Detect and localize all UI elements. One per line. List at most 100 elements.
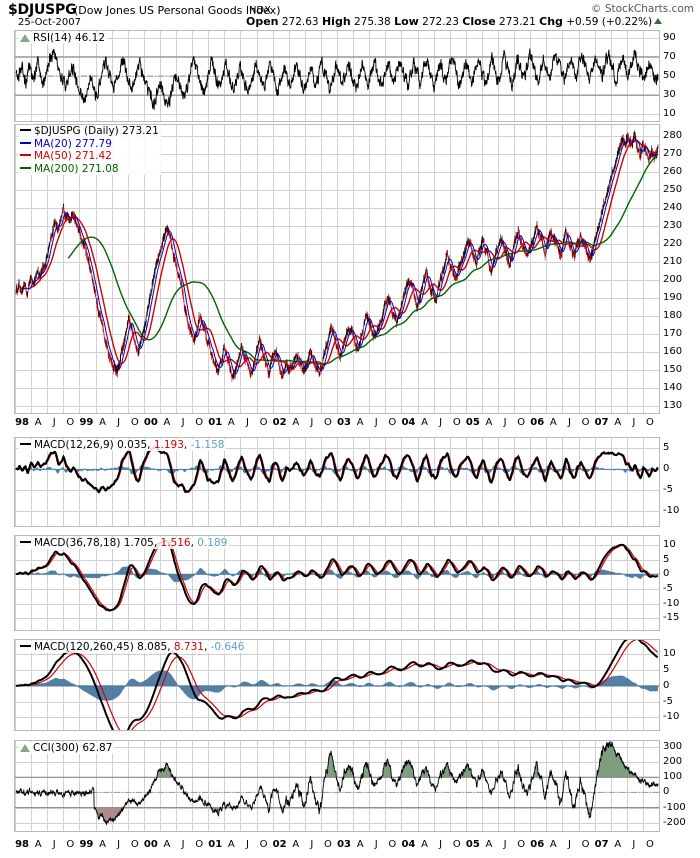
legend-macd-hist: 0.189 (197, 537, 228, 549)
y-axis-macd_fast: 5 0 -5 -10 (663, 437, 700, 527)
x-tick-label: O (66, 839, 75, 850)
open-label: Open (246, 15, 279, 28)
mountain-icon (20, 744, 30, 752)
x-tick-label: 05 (465, 839, 480, 850)
y-tick-label: 5 (663, 442, 670, 454)
x-tick-label: O (195, 417, 204, 428)
x-tick-label: J (310, 417, 314, 428)
x-tick-label: O (452, 417, 461, 428)
x-tick-label: 00 (143, 417, 158, 428)
y-tick-label: 260 (663, 165, 683, 177)
x-tick-label: A (549, 417, 557, 428)
y-tick-label: -200 (663, 816, 686, 828)
x-tick-label: J (117, 839, 121, 850)
line-swatch-icon (20, 541, 31, 543)
x-tick-label: O (66, 417, 75, 428)
plot-area-macd_slow[interactable] (14, 639, 660, 731)
y-tick-label: 5 (663, 553, 670, 565)
y-tick-label: -5 (663, 484, 673, 496)
x-tick-label: J (181, 839, 185, 850)
x-tick-label: 06 (530, 839, 545, 850)
y-tick-label: 0 (663, 568, 670, 580)
x-tick-label: O (259, 839, 268, 850)
legend-macd-main: MACD(120,260,45) 8.085 (34, 641, 168, 653)
x-tick-label: J (245, 417, 249, 428)
x-tick-label: O (517, 417, 526, 428)
plot-area-cci[interactable] (14, 740, 660, 832)
legend-price: $DJUSPG (Daily) 273.21 MA(20) 277.79 MA(50… (18, 125, 161, 175)
y-tick-label: 230 (663, 219, 683, 231)
x-tick-label: 98 (15, 839, 30, 850)
y-tick-label: -10 (663, 597, 680, 609)
x-tick-label: J (374, 417, 378, 428)
panel-rsi: 90 70 50 30 10 RSI(14) 46.12 (0, 30, 700, 122)
y-tick-label: 220 (663, 237, 683, 249)
y-axis-price: 280 270 260 250 240 230 220 210 200 190 180 170 160 1… (663, 124, 700, 414)
y-tick-label: -5 (663, 582, 673, 594)
x-tick-label: O (130, 839, 139, 850)
y-tick-label: 170 (663, 327, 683, 339)
legend-text-cci: CCI(300) 62.87 (33, 742, 113, 754)
x-tick-label: A (356, 417, 364, 428)
x-tick-label: J (181, 417, 185, 428)
y-tick-label: -15 (663, 612, 680, 624)
x-tick-label: J (632, 839, 636, 850)
low-label: Low (394, 15, 419, 28)
x-tick-label: O (324, 839, 332, 850)
legend-rsi: RSI(14) 46.12 (18, 32, 108, 44)
symbol-description: (Dow Jones US Personal Goods Index) (74, 4, 281, 17)
plot-area-price[interactable] (14, 124, 660, 414)
legend-macd-signal: 8.731 (173, 641, 204, 653)
line-swatch-icon (20, 129, 31, 131)
panel-price: 280 270 260 250 240 230 220 210 200 190 180 170 160 1… (0, 124, 700, 414)
close-value: 273.21 (499, 16, 536, 28)
x-tick-label: A (549, 839, 557, 850)
x-tick-label: J (503, 839, 507, 850)
x-tick-label: O (452, 839, 461, 850)
y-tick-label: 300 (663, 741, 683, 753)
x-tick-label: A (614, 839, 622, 850)
plot-area-macd_mid[interactable] (14, 535, 660, 631)
x-tick-label: A (614, 417, 622, 428)
x-axis-upper: 98 A J O 99 A J O 00 A J O 01 A J O 02 A J O 03 A J O 04 A J O 05 A J O… (14, 417, 658, 431)
x-tick-label: 04 (401, 417, 416, 428)
legend-macd_slow: MACD(120,260,45) 8.085, 8.731, -0.646 (18, 641, 247, 653)
legend-cci: CCI(300) 62.87 (18, 742, 115, 754)
x-tick-label: A (356, 839, 364, 850)
x-tick-label: 02 (272, 417, 287, 428)
y-tick-label: 280 (663, 129, 683, 141)
legend-macd-hist: -1.158 (190, 439, 225, 451)
y-tick-label: 70 (663, 50, 676, 62)
legend-ma200: MA(200) 271.08 (34, 162, 119, 175)
x-tick-label: 00 (143, 839, 158, 850)
x-tick-label: 03 (337, 417, 352, 428)
quote-date: 25-Oct-2007 (18, 17, 81, 28)
x-tick-label: A (163, 839, 171, 850)
plot-area-macd_fast[interactable] (14, 437, 660, 527)
plot-area-rsi[interactable] (14, 30, 660, 122)
x-tick-label: O (259, 417, 268, 428)
panel-cci: 300 200 100 0 -100 -200 CCI(300) 62.87 (0, 740, 700, 832)
x-tick-label: A (421, 839, 428, 850)
legend-macd-signal: 1.516 (160, 537, 191, 549)
y-tick-label: 200 (663, 273, 683, 285)
y-tick-label: 190 (663, 291, 683, 303)
chg-value: +0.59 (+0.22%) (566, 16, 653, 28)
y-tick-label: 160 (663, 345, 683, 357)
x-tick-label: 07 (594, 839, 609, 850)
x-axis-lower: 98 A J O 99 A J O 00 A J O 01 A J O 02 A J O 03 A J O 04 A J O 05 A J O… (14, 839, 658, 853)
x-tick-label: J (439, 839, 443, 850)
x-tick-label: J (439, 417, 443, 428)
legend-macd-main: MACD(36,78,18) 1.705 (34, 537, 154, 549)
symbol-ticker: $DJUSPG (8, 2, 77, 18)
y-tick-label: 10 (663, 108, 676, 120)
legend-text-rsi: RSI(14) 46.12 (33, 32, 106, 44)
x-tick-label: J (52, 417, 56, 428)
chart-header: $DJUSPG (Dow Jones US Personal Goods Ind… (0, 0, 700, 28)
x-tick-label: O (581, 839, 590, 850)
y-tick-label: 200 (663, 756, 683, 768)
legend-price: $DJUSPG (Daily) 273.21 (34, 125, 159, 137)
x-tick-label: 04 (401, 839, 416, 850)
x-tick-label: 03 (337, 839, 352, 850)
